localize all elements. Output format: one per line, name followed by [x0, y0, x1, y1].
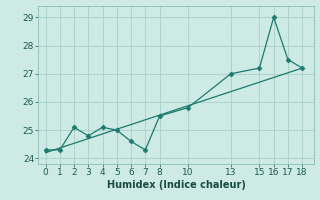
X-axis label: Humidex (Indice chaleur): Humidex (Indice chaleur) — [107, 180, 245, 190]
